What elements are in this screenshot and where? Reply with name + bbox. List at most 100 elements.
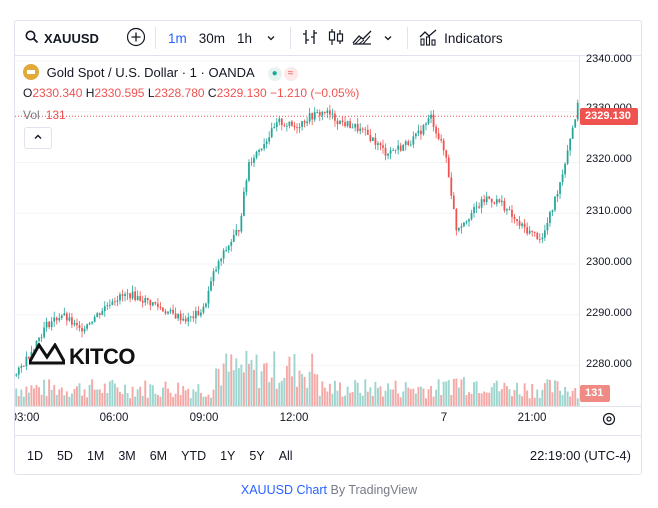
volume-bar bbox=[88, 384, 91, 406]
tradingview-credit[interactable]: XAUUSD Chart By TradingView bbox=[0, 483, 658, 497]
volume-bar bbox=[25, 386, 28, 406]
volume-bar bbox=[422, 388, 425, 406]
timeframe-1h[interactable]: 1h bbox=[237, 30, 253, 46]
symbol-search[interactable]: XAUUSD bbox=[15, 21, 123, 55]
indicators-button[interactable]: Indicators bbox=[414, 21, 503, 55]
candle-body bbox=[205, 303, 207, 307]
volume-bar bbox=[427, 389, 430, 406]
bar-style-button[interactable] bbox=[297, 21, 323, 55]
volume-bar bbox=[93, 389, 96, 406]
candle-body bbox=[404, 141, 407, 145]
price-tick: 2340.000 bbox=[586, 53, 632, 65]
candle-body bbox=[187, 317, 190, 322]
volume-bar bbox=[538, 397, 541, 406]
timeframe-dropdown[interactable] bbox=[258, 21, 284, 55]
volume-bar bbox=[321, 381, 324, 406]
candle-body bbox=[523, 223, 526, 228]
volume-bar bbox=[288, 356, 291, 406]
range-all[interactable]: All bbox=[278, 448, 293, 463]
volume-bar bbox=[336, 390, 339, 406]
volume-bar bbox=[255, 354, 258, 406]
candle-body bbox=[50, 321, 53, 328]
area-style-button[interactable] bbox=[349, 21, 375, 55]
candle-body bbox=[508, 209, 511, 211]
candle-body bbox=[207, 290, 210, 304]
chart-style-dropdown[interactable] bbox=[375, 21, 401, 55]
range-5y[interactable]: 5Y bbox=[249, 448, 265, 463]
timeframe-30m[interactable]: 30m bbox=[198, 30, 226, 46]
candle-body bbox=[569, 138, 572, 151]
price-axis[interactable]: 2340.000 2330.000 2320.000 2310.000 2300… bbox=[579, 53, 641, 406]
range-ytd[interactable]: YTD bbox=[181, 448, 207, 463]
candle-body bbox=[200, 312, 202, 316]
time-axis[interactable]: 03:00 06:00 09:00 12:00 7 21:00 bbox=[15, 406, 641, 430]
settings-icon[interactable] bbox=[601, 411, 617, 430]
candle-body bbox=[493, 202, 496, 204]
candle-body bbox=[293, 125, 296, 128]
volume-bar bbox=[22, 396, 25, 406]
credit-by[interactable]: By TradingView bbox=[330, 483, 418, 497]
volume-bar bbox=[366, 391, 369, 406]
candle-body bbox=[445, 150, 448, 158]
range-1y[interactable]: 1Y bbox=[220, 448, 236, 463]
credit-symbol[interactable]: XAUUSD Chart bbox=[240, 483, 328, 497]
candle-body bbox=[20, 366, 23, 368]
volume-bar bbox=[425, 398, 427, 406]
market-status[interactable]: ● ≈ bbox=[267, 66, 298, 81]
volume-bar bbox=[98, 389, 101, 406]
chart-plot-area[interactable] bbox=[15, 56, 579, 406]
volume-bar bbox=[164, 381, 167, 406]
candle-body bbox=[366, 129, 369, 135]
candle-body bbox=[154, 302, 157, 304]
candle-body bbox=[273, 126, 276, 129]
volume-bar bbox=[189, 398, 192, 406]
volume-bar bbox=[503, 382, 506, 406]
candle-body bbox=[543, 230, 546, 238]
volume-bar bbox=[556, 381, 559, 406]
time-tick: 06:00 bbox=[99, 412, 129, 424]
candle-body bbox=[139, 296, 142, 301]
candle-body bbox=[172, 309, 174, 314]
candle-body bbox=[232, 235, 235, 242]
toolbar-divider bbox=[290, 27, 292, 49]
volume-bar bbox=[179, 395, 182, 406]
volume-bar bbox=[374, 381, 377, 406]
volume-bar bbox=[399, 397, 402, 406]
volume-bar bbox=[483, 391, 486, 406]
timezone-clock[interactable]: 22:19:00 (UTC-4) bbox=[529, 448, 631, 463]
compare-button[interactable] bbox=[123, 21, 149, 55]
volume-bar bbox=[237, 368, 240, 406]
volume-bar bbox=[465, 395, 468, 406]
candle-body bbox=[283, 125, 286, 126]
candle-body bbox=[146, 298, 149, 301]
range-1m[interactable]: 1M bbox=[86, 448, 105, 463]
volume-bar bbox=[222, 363, 225, 406]
candle-body bbox=[468, 219, 470, 222]
volume-bar bbox=[192, 389, 195, 406]
collapse-legend-button[interactable] bbox=[24, 127, 52, 149]
timeframe-1m[interactable]: 1m bbox=[168, 30, 187, 46]
range-5d[interactable]: 5D bbox=[56, 448, 73, 463]
volume-bar bbox=[341, 396, 344, 406]
range-3m[interactable]: 3M bbox=[118, 448, 136, 463]
volume-bar bbox=[518, 394, 521, 406]
range-1d[interactable]: 1D bbox=[27, 448, 43, 463]
volume-bar bbox=[308, 371, 311, 406]
candle-body bbox=[351, 127, 354, 129]
candles-style-button[interactable] bbox=[323, 21, 349, 55]
time-tick: 7 bbox=[440, 412, 448, 424]
price-tick: 2310.000 bbox=[586, 205, 632, 217]
candle-body bbox=[35, 340, 38, 350]
volume-bar bbox=[15, 388, 18, 406]
volume-bar bbox=[412, 388, 415, 406]
range-6m[interactable]: 6M bbox=[149, 448, 168, 463]
candle-body bbox=[356, 123, 359, 132]
volume-bar bbox=[134, 396, 137, 406]
search-icon bbox=[25, 30, 39, 47]
open-value: 2330.340 bbox=[32, 86, 83, 100]
volume-bar bbox=[511, 396, 513, 406]
volume-bar bbox=[263, 363, 266, 406]
volume-bar bbox=[548, 379, 551, 406]
candle-body bbox=[455, 209, 458, 231]
volume-bar bbox=[131, 386, 134, 406]
